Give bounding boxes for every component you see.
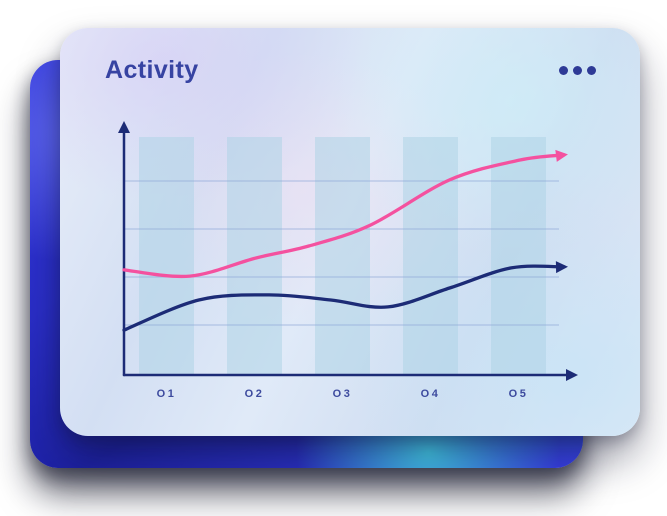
x-axis-label: O1 xyxy=(157,388,177,400)
ellipsis-icon xyxy=(573,66,582,75)
x-axis-label: O2 xyxy=(245,388,265,400)
series-line-navy-line xyxy=(122,261,568,332)
series-line-pink-line xyxy=(122,149,568,279)
ellipsis-icon xyxy=(587,66,596,75)
x-axis-label: O5 xyxy=(509,388,529,400)
x-axis-label: O4 xyxy=(421,388,441,400)
chart-column xyxy=(315,137,370,375)
ellipsis-menu-button[interactable] xyxy=(557,60,598,81)
activity-card: Activity O1 O2 O3 O4 O5 xyxy=(60,28,640,436)
chart-column xyxy=(139,137,194,375)
chart-column xyxy=(491,137,546,375)
card-title: Activity xyxy=(105,56,199,84)
ellipsis-icon xyxy=(559,66,568,75)
card-header: Activity xyxy=(60,28,640,85)
chart-column xyxy=(403,137,458,375)
activity-chart: O1 O2 O3 O4 O5 xyxy=(118,121,578,400)
chart-column xyxy=(227,137,282,375)
x-axis-label: O3 xyxy=(333,388,353,400)
